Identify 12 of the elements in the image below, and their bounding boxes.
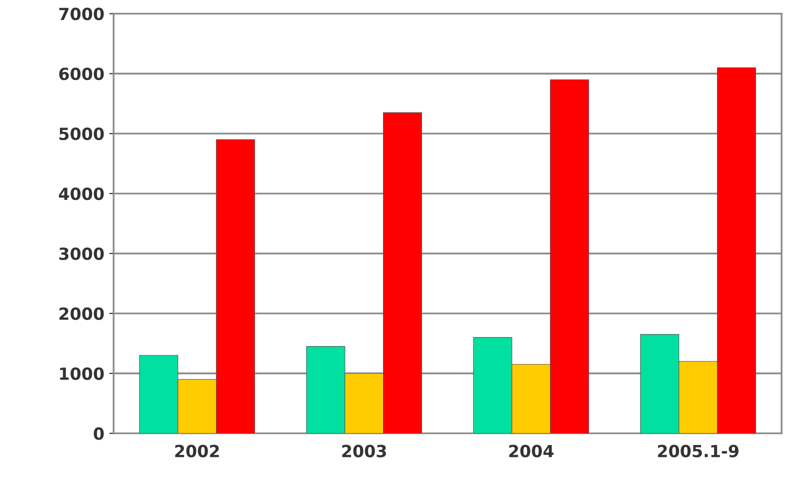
y-tick-label: 5000: [59, 128, 104, 140]
y-tick-label: 6000: [59, 68, 104, 80]
y-tick-label: 7000: [59, 8, 104, 20]
x-tick-label: 2003: [342, 444, 386, 458]
y-tick-label: 2000: [60, 307, 104, 320]
x-tick-label: 2005.1-9: [658, 444, 738, 458]
x-tick-label: 2004: [509, 444, 554, 458]
x-tick-label: 2002: [175, 444, 219, 458]
y-tick-label: 4000: [58, 187, 104, 200]
y-tick-label: 0: [94, 427, 104, 440]
y-tick-label: 1000: [60, 367, 104, 380]
y-tick-label: 3000: [59, 247, 104, 260]
